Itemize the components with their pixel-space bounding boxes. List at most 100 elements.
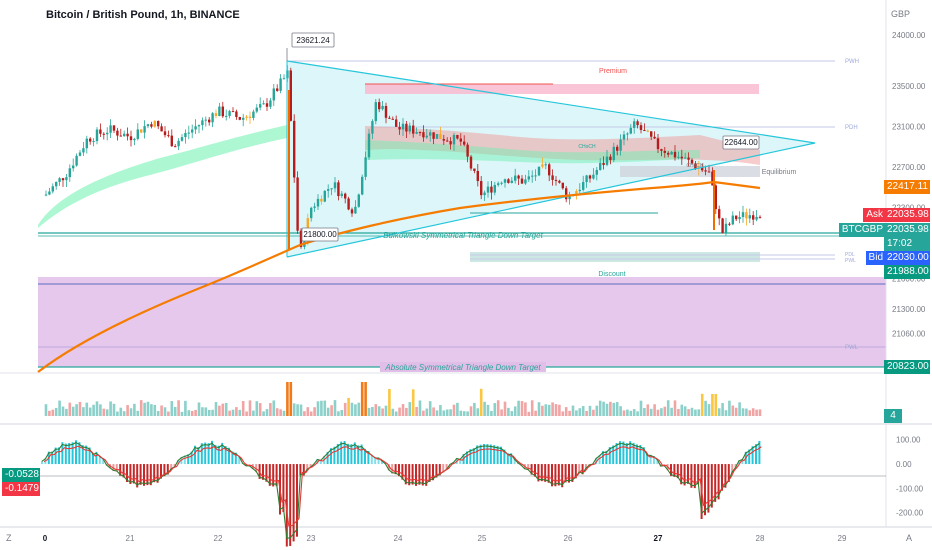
candle-body [133,138,136,141]
currency-label: GBP [890,9,910,19]
macd-hist-bar [333,446,336,465]
macd-hist-bar [336,443,339,465]
volume-bar [418,400,422,416]
macd-hist-bar [81,445,84,465]
macd-hist-bar [61,442,64,465]
macd-hist-bar [98,455,101,465]
candle-body [738,217,741,220]
candle-body [388,117,391,119]
volume-bar [391,408,395,416]
macd-hist-bar [513,458,516,465]
volume-bar [78,401,82,416]
macd-tick: -100.00 [896,484,924,493]
candle-body [541,164,544,167]
macd-hist-bar [598,454,601,465]
volume-bar [337,411,340,416]
candle-body [299,230,303,247]
pwh-label: PWH [845,59,859,65]
volume-bar [58,400,61,416]
candle-body [619,139,622,151]
candle-body [153,120,156,127]
macd-hist-bar [704,464,706,516]
macd-hist-bar [367,450,370,465]
volume-bar [163,407,167,416]
macd-hist-bar [71,442,74,465]
date-tick: 0 [43,534,48,543]
macd-hist-bar [211,440,213,465]
volume-bar [167,411,170,416]
candle-body [167,135,170,137]
macd-hist-bar [268,464,271,486]
candle-body [609,156,612,161]
candle-body [272,88,275,101]
volume-bar [364,382,367,416]
macd-hist-bar [472,448,475,465]
volume-bar [187,410,191,416]
timezone-toggle[interactable]: Z [6,533,12,543]
volume-bar [299,404,303,416]
macd-hist-bar [319,459,322,465]
candle-body [558,180,561,183]
volume-bar [568,410,571,416]
macd-hist-bar [204,442,207,465]
macd-hist-bar [194,445,196,465]
macd-hist-bar [632,442,635,465]
volume-bar [564,407,568,416]
candle-body [289,70,292,121]
volume-bar [292,403,296,416]
candle-body [456,134,459,139]
macd-hist-bar [483,443,485,465]
volume-bar [231,409,235,416]
volume-bar [194,410,197,416]
candle-body [170,135,173,147]
macd-hist-bar [302,464,305,476]
candle-body [575,191,578,196]
candle-body [663,150,666,153]
macd-hist-bar [374,457,377,465]
candle-body [357,194,360,207]
candle-body [310,207,313,219]
macd-hist-bar [418,464,421,485]
time-axis[interactable]: 0 21 22 23 24 25 26 27 28 29 [43,534,847,543]
volume-bar [82,407,85,416]
macd-hist-bar [85,445,88,465]
discount-box [470,252,760,262]
triangle-fill [287,61,815,257]
volume-bar [745,408,748,416]
volume-bar [571,405,575,416]
candle-body [408,125,411,132]
volume-bar [432,407,435,416]
auto-scale-toggle[interactable]: A [905,533,912,543]
candle-body [463,141,466,145]
bid-value: 22030.00 [884,251,930,265]
candle-body [150,124,153,127]
candle-body [116,130,119,136]
ema-price-tag: 22417.11 [884,180,930,194]
candle-body [690,159,694,164]
macd-hist-bar [438,464,441,476]
candle-body [582,182,585,190]
candle-body [126,133,129,137]
candle-body [218,106,221,116]
volume-bar [160,405,163,416]
macd-hist-bar [78,442,81,465]
candle-body [245,116,248,118]
candle-body [568,195,571,200]
candle-body [636,121,639,126]
candle-body [201,120,204,126]
candle-body [364,157,367,177]
trend-cloud-green-2 [365,140,700,164]
volume-bar [558,404,561,416]
candle-body [350,209,354,214]
price-tick: 22700.00 [892,163,926,172]
macd-hist-bar [758,440,761,465]
macd-axis[interactable]: 100.00 0.00 -100.00 -200.00 [896,436,924,518]
macd-hist-bar [187,454,190,465]
volume-bar [238,409,242,416]
candle-body [514,175,517,181]
volume-bar [639,400,643,416]
candle-body [228,111,231,116]
volume-bar [483,401,486,416]
candle-body [99,129,102,134]
